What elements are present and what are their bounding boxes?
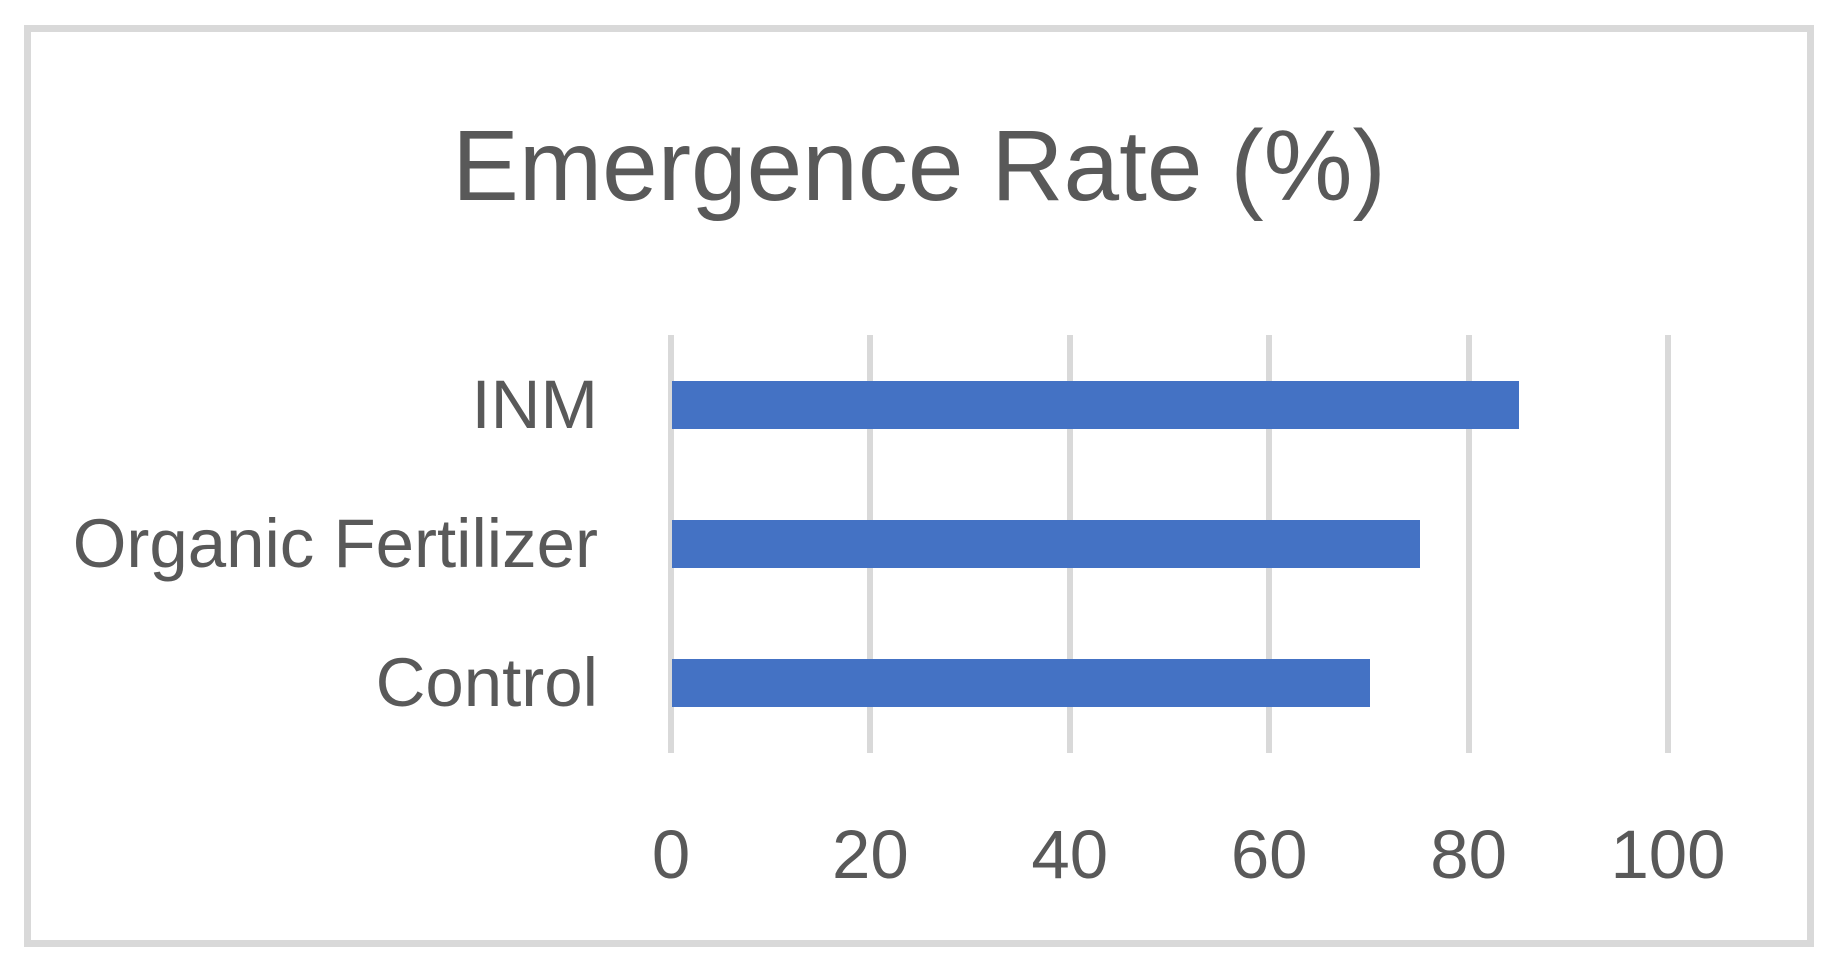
x-tick-label-80: 80 [1430,816,1507,893]
category-label-inm: INM [471,365,598,443]
bar-organic-fertilizer [672,520,1420,568]
chart-border-frame [24,25,1814,947]
x-axis-tick-labels: 0 20 40 60 80 100 [0,810,1837,900]
gridline-x-0 [668,335,674,753]
x-tick-label-60: 60 [1230,816,1308,893]
y-axis-category-labels: INM Organic Fertilizer Control [40,335,598,753]
chart-title: Emergence Rate (%) [452,110,1386,222]
x-tick-label-100: 100 [1610,816,1726,893]
x-tick-label-40: 40 [1031,816,1109,893]
x-tick-label-0: 0 [651,816,691,893]
x-tick-label-20: 20 [832,816,909,893]
plot-area [668,335,1671,753]
gridline-x-80 [1465,335,1472,753]
gridline-x-100 [1665,335,1671,753]
bar-inm [672,380,1520,429]
category-label-control: Control [375,644,598,722]
category-label-organic-fertilizer: Organic Fertilizer [72,505,598,582]
bar-control [672,659,1370,708]
